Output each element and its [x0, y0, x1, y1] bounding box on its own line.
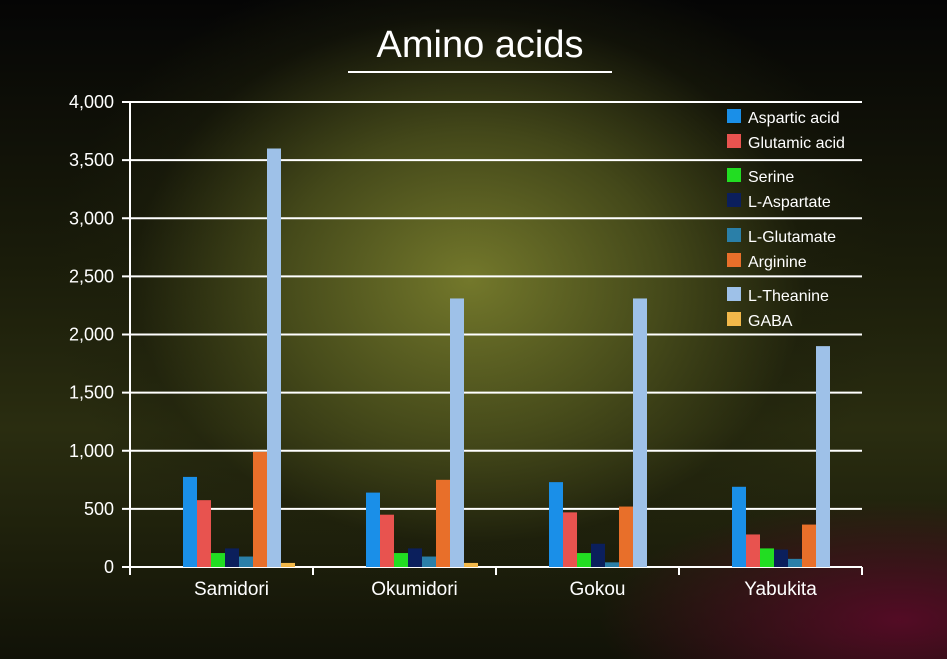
bar-serine-okumidori [394, 553, 408, 567]
legend-label: L-Glutamate [748, 229, 836, 246]
y-tick-label: 1,500 [69, 383, 114, 403]
legend-label: Glutamic acid [748, 135, 845, 152]
legend-swatch [727, 193, 741, 207]
bar-l-theanine-yabukita [816, 346, 830, 567]
bar-arginine-samidori [253, 451, 267, 567]
y-tick-label: 1,000 [69, 441, 114, 461]
y-tick-label: 2,000 [69, 325, 114, 345]
bar-l-aspartate-samidori [225, 548, 239, 567]
x-category-label: Gokou [570, 579, 626, 600]
bar-aspartic-acid-gokou [549, 482, 563, 567]
bar-glutamic-acid-gokou [563, 512, 577, 567]
bar-l-glutamate-gokou [605, 562, 619, 567]
legend-label: Serine [748, 169, 794, 186]
y-tick-label: 3,500 [69, 150, 114, 170]
bar-aspartic-acid-samidori [183, 476, 197, 567]
bar-arginine-yabukita [802, 524, 816, 567]
bar-serine-gokou [577, 553, 591, 567]
bar-glutamic-acid-okumidori [380, 514, 394, 567]
bar-l-aspartate-okumidori [408, 548, 422, 567]
bar-l-glutamate-okumidori [422, 556, 436, 567]
y-tick-label: 500 [84, 499, 114, 519]
bar-l-aspartate-yabukita [774, 549, 788, 567]
legend-swatch [727, 228, 741, 242]
bar-l-aspartate-gokou [591, 543, 605, 567]
x-category-label: Okumidori [371, 579, 458, 600]
legend-label: Aspartic acid [748, 110, 840, 127]
bar-l-glutamate-samidori [239, 556, 253, 567]
bar-arginine-gokou [619, 506, 633, 567]
legend-swatch [727, 287, 741, 301]
legend-swatch [727, 134, 741, 148]
bar-l-theanine-gokou [633, 298, 647, 567]
x-category-label: Samidori [194, 579, 269, 600]
bar-serine-yabukita [760, 548, 774, 567]
legend-swatch [727, 253, 741, 267]
bar-gaba-okumidori [464, 562, 478, 567]
bar-glutamic-acid-samidori [197, 500, 211, 567]
bar-l-theanine-okumidori [450, 298, 464, 567]
legend-label: GABA [748, 313, 793, 330]
y-tick-label: 2,500 [69, 266, 114, 286]
y-tick-label: 0 [104, 557, 114, 577]
legend-swatch [727, 312, 741, 326]
y-tick-label: 4,000 [69, 92, 114, 112]
x-category-label: Yabukita [744, 579, 817, 600]
bar-glutamic-acid-yabukita [746, 534, 760, 567]
bar-aspartic-acid-okumidori [366, 492, 380, 567]
bar-aspartic-acid-yabukita [732, 486, 746, 567]
bar-l-glutamate-yabukita [788, 558, 802, 567]
bar-serine-samidori [211, 553, 225, 567]
bar-gaba-samidori [281, 562, 295, 567]
legend-swatch [727, 168, 741, 182]
legend-swatch [727, 109, 741, 123]
bar-l-theanine-samidori [267, 148, 281, 567]
chart-title: Amino acids [348, 24, 612, 73]
legend-label: L-Theanine [748, 288, 829, 305]
y-tick-label: 3,000 [69, 208, 114, 228]
bar-arginine-okumidori [436, 479, 450, 567]
legend-label: L-Aspartate [748, 194, 831, 211]
legend-label: Arginine [748, 254, 807, 271]
